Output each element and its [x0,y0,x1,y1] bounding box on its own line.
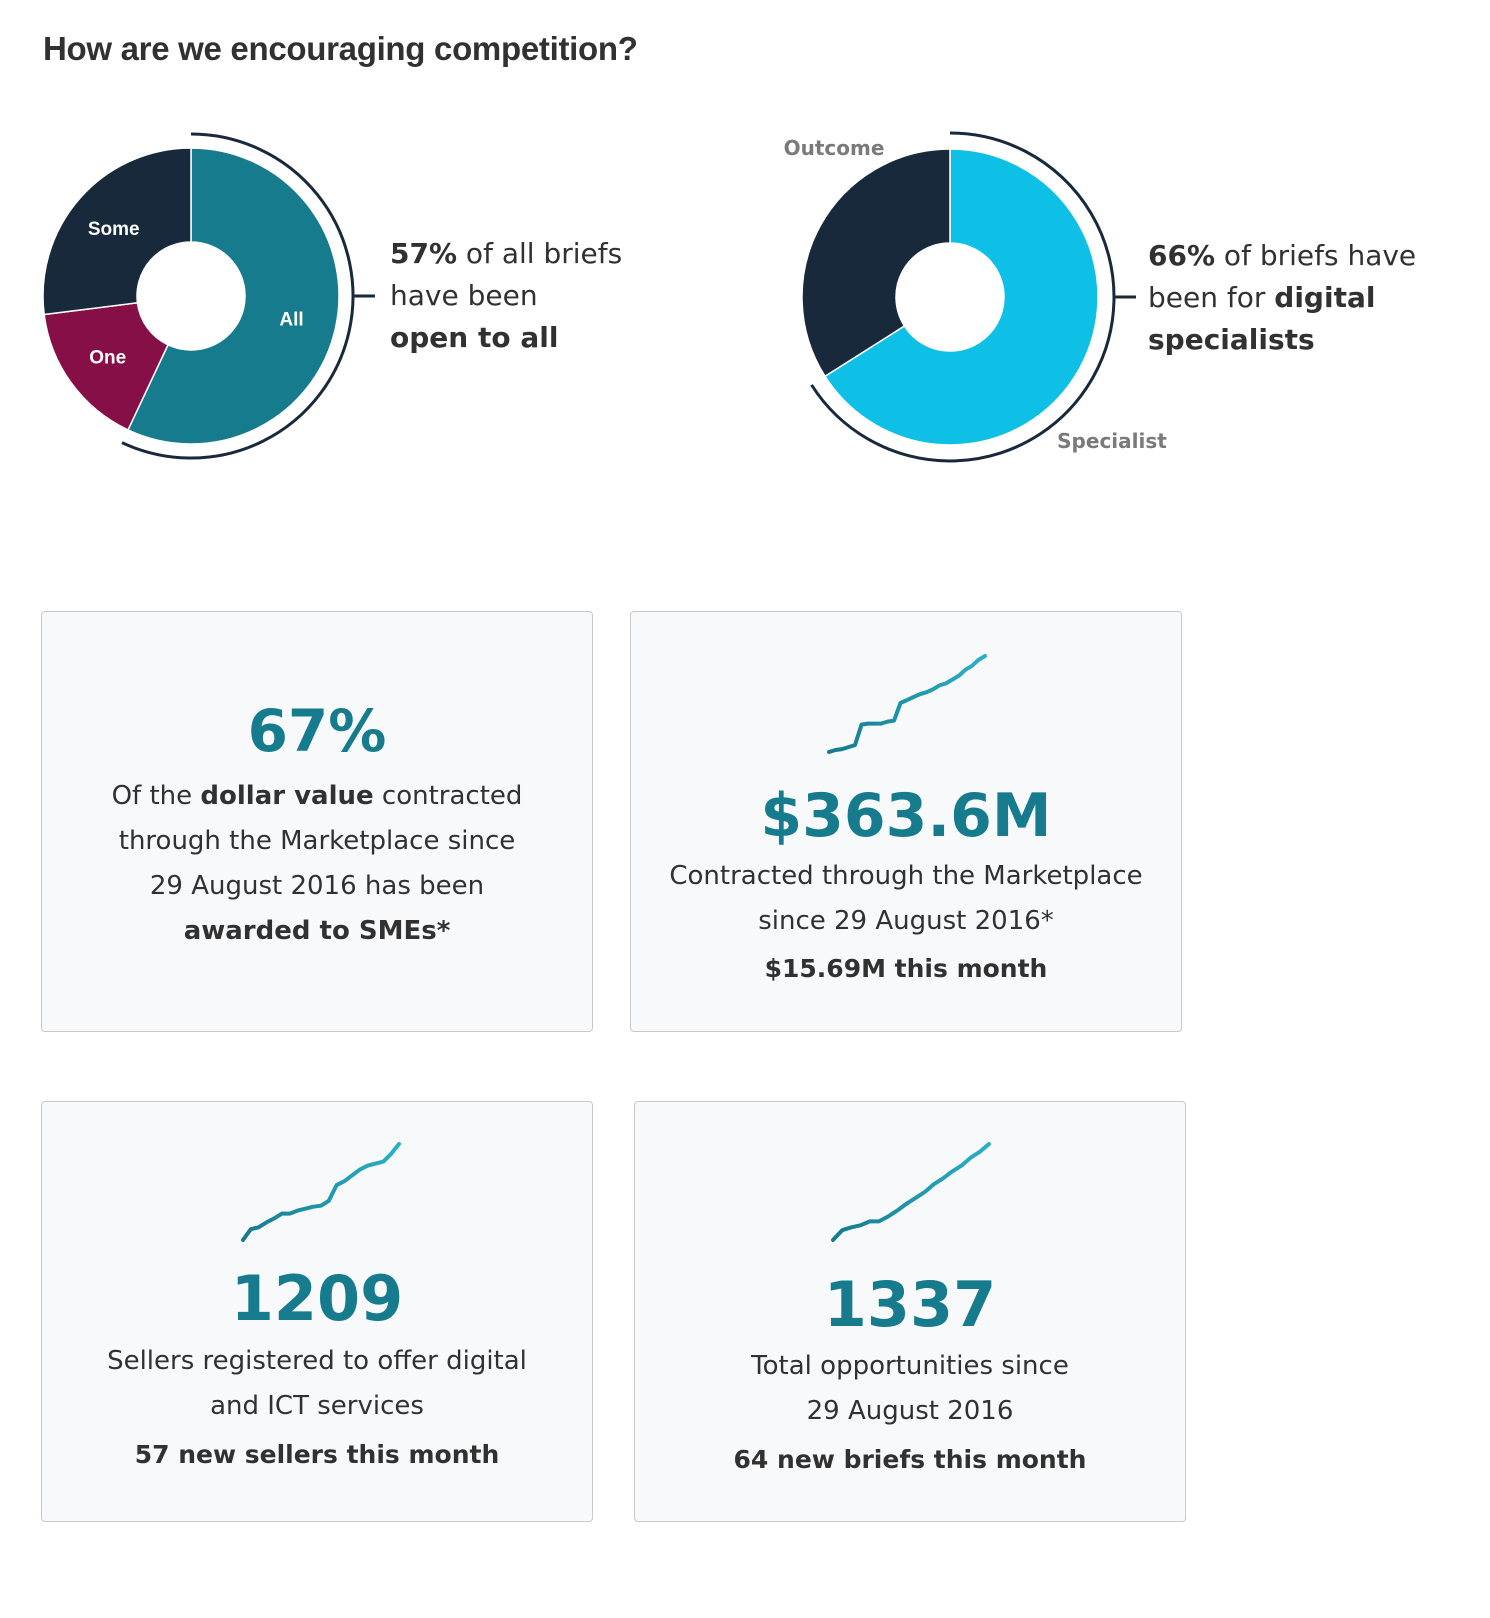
label-specialist: Specialist [1057,429,1167,453]
brief-type-donut-chart: Specialist Outcome [784,131,1168,463]
sparkline-path [241,1142,401,1242]
segment-one [43,301,170,431]
opportunities-sparkline [831,1142,991,1242]
sme-description: Of the dollar value contracted through t… [111,781,523,946]
sparkline-path [827,654,987,754]
segment-outcome [801,148,951,378]
opportunities-description: Total opportunities since 29 August 2016 [751,1351,1069,1426]
sellers-sparkline [241,1142,401,1242]
opportunities-card: 1337 Total opportunities since 29 August… [634,1101,1186,1522]
segment-all [126,147,340,445]
label-all: All [279,309,303,330]
sellers-card: 1209 Sellers registered to offer digital… [41,1101,593,1522]
sparkline-path [831,1142,991,1242]
sellers-description: Sellers registered to offer digital and … [107,1346,527,1421]
contracted-description: Contracted through the Marketplace since… [669,861,1143,936]
contracted-value: $363.6M [760,781,1052,851]
donut-segments [42,147,340,445]
contracted-value-card: $363.6M Contracted through the Marketpla… [630,611,1182,1032]
sme-percentage: 67% [247,697,387,765]
label-outcome: Outcome [784,136,885,160]
brief-type-description: 66% of briefs have been for digital spec… [1148,239,1417,356]
sme-stat-card: 67% Of the dollar value contracted throu… [41,611,593,1032]
opportunities-count: 1337 [823,1268,997,1341]
donut-labels: Specialist Outcome [784,136,1168,453]
donut-labels: All One Some [88,219,304,369]
donut-segments [801,148,1099,446]
section-heading: How are we encouraging competition? [43,30,638,67]
opportunities-this-month: 64 new briefs this month [733,1445,1087,1474]
contracted-this-month: $15.69M this month [764,954,1048,983]
highlight-arc [121,132,355,460]
contract-value-sparkline [827,654,987,754]
segment-specialist [824,148,1099,446]
highlight-arc [810,131,1116,463]
sellers-this-month: 57 new sellers this month [134,1440,500,1469]
brief-openness-donut-chart: All One Some [42,132,375,460]
brief-openness-description: 57% of all briefs have been open to all [390,237,623,354]
segment-some [42,147,192,316]
label-some: Some [88,219,140,240]
sellers-count: 1209 [230,1262,404,1335]
label-one: One [89,348,126,369]
